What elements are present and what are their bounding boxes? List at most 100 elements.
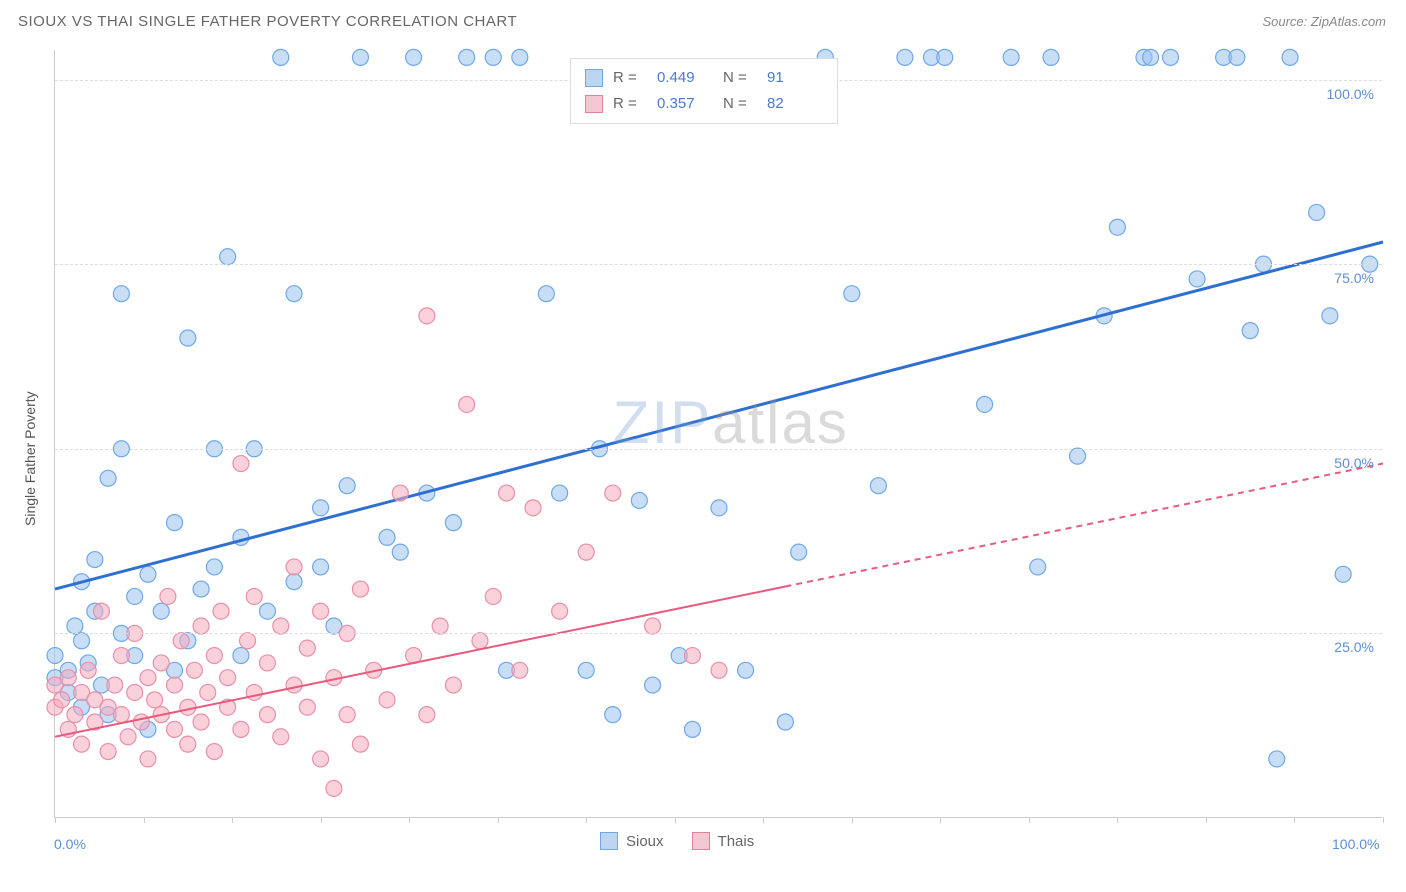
data-point [1322,308,1338,324]
legend-label: Thais [718,833,755,850]
data-point [419,707,435,723]
data-point [1109,219,1125,235]
data-point [844,286,860,302]
stat-value-n: 82 [767,91,823,117]
data-point [186,662,202,678]
data-point [173,633,189,649]
data-point [552,603,568,619]
data-point [233,648,249,664]
grid-line [55,633,1382,634]
data-point [273,618,289,634]
grid-line [55,264,1382,265]
x-tick-label-right: 100.0% [1332,836,1379,852]
data-point [220,249,236,265]
data-point [180,330,196,346]
stat-value-r: 0.357 [657,91,713,117]
data-point [352,581,368,597]
data-point [1070,448,1086,464]
data-point [246,684,262,700]
data-point [153,655,169,671]
legend-swatch [585,69,603,87]
data-point [870,478,886,494]
data-point [1143,49,1159,65]
data-point [711,662,727,678]
trend-line [55,242,1383,589]
y-axis-title: Single Father Poverty [22,392,38,527]
data-point [1282,49,1298,65]
x-tick [586,817,587,823]
data-point [193,581,209,597]
x-tick [144,817,145,823]
data-point [1229,49,1245,65]
data-point [180,736,196,752]
data-point [140,566,156,582]
data-point [107,677,123,693]
data-point [538,286,554,302]
data-point [791,544,807,560]
legend-item: Sioux [600,832,664,850]
data-point [259,707,275,723]
x-tick [763,817,764,823]
data-point [193,618,209,634]
data-point [259,655,275,671]
data-point [645,618,661,634]
plot-area: ZIPatlas 25.0%50.0%75.0%100.0% [54,50,1382,818]
data-point [419,308,435,324]
data-point [87,552,103,568]
data-point [100,744,116,760]
data-point [299,699,315,715]
data-point [193,714,209,730]
header-bar: SIOUX VS THAI SINGLE FATHER POVERTY CORR… [0,0,1406,42]
data-point [1030,559,1046,575]
stats-row: R = 0.357 N = 82 [585,91,823,117]
x-tick [409,817,410,823]
data-point [1242,323,1258,339]
data-point [379,692,395,708]
y-tick-label: 50.0% [1334,455,1374,471]
data-point [432,618,448,634]
legend-item: Thais [692,832,755,850]
data-point [1269,751,1285,767]
data-point [80,662,96,678]
data-point [313,603,329,619]
stat-label-r: R = [613,91,647,117]
series-legend: Sioux Thais [600,832,754,850]
data-point [67,618,83,634]
stat-label-n: N = [723,91,757,117]
data-point [352,736,368,752]
stat-value-r: 0.449 [657,65,713,91]
data-point [552,485,568,501]
data-point [54,692,70,708]
data-point [445,515,461,531]
data-point [67,707,83,723]
x-tick [1383,817,1384,823]
stat-value-n: 91 [767,65,823,91]
chart-title: SIOUX VS THAI SINGLE FATHER POVERTY CORR… [18,13,517,30]
data-point [339,478,355,494]
data-point [93,603,109,619]
data-point [160,588,176,604]
data-point [167,721,183,737]
data-point [273,49,289,65]
data-point [711,500,727,516]
data-point [47,648,63,664]
grid-line [55,449,1382,450]
data-point [777,714,793,730]
stat-label-n: N = [723,65,757,91]
data-point [392,485,408,501]
data-point [392,544,408,560]
scatter-plot-svg [55,50,1383,818]
data-point [578,662,594,678]
data-point [299,640,315,656]
data-point [286,286,302,302]
x-tick [498,817,499,823]
y-tick-label: 25.0% [1334,639,1374,655]
data-point [113,648,129,664]
data-point [578,544,594,560]
data-point [1309,204,1325,220]
data-point [897,49,913,65]
data-point [512,49,528,65]
x-tick-label-left: 0.0% [54,836,86,852]
data-point [273,729,289,745]
data-point [200,684,216,700]
